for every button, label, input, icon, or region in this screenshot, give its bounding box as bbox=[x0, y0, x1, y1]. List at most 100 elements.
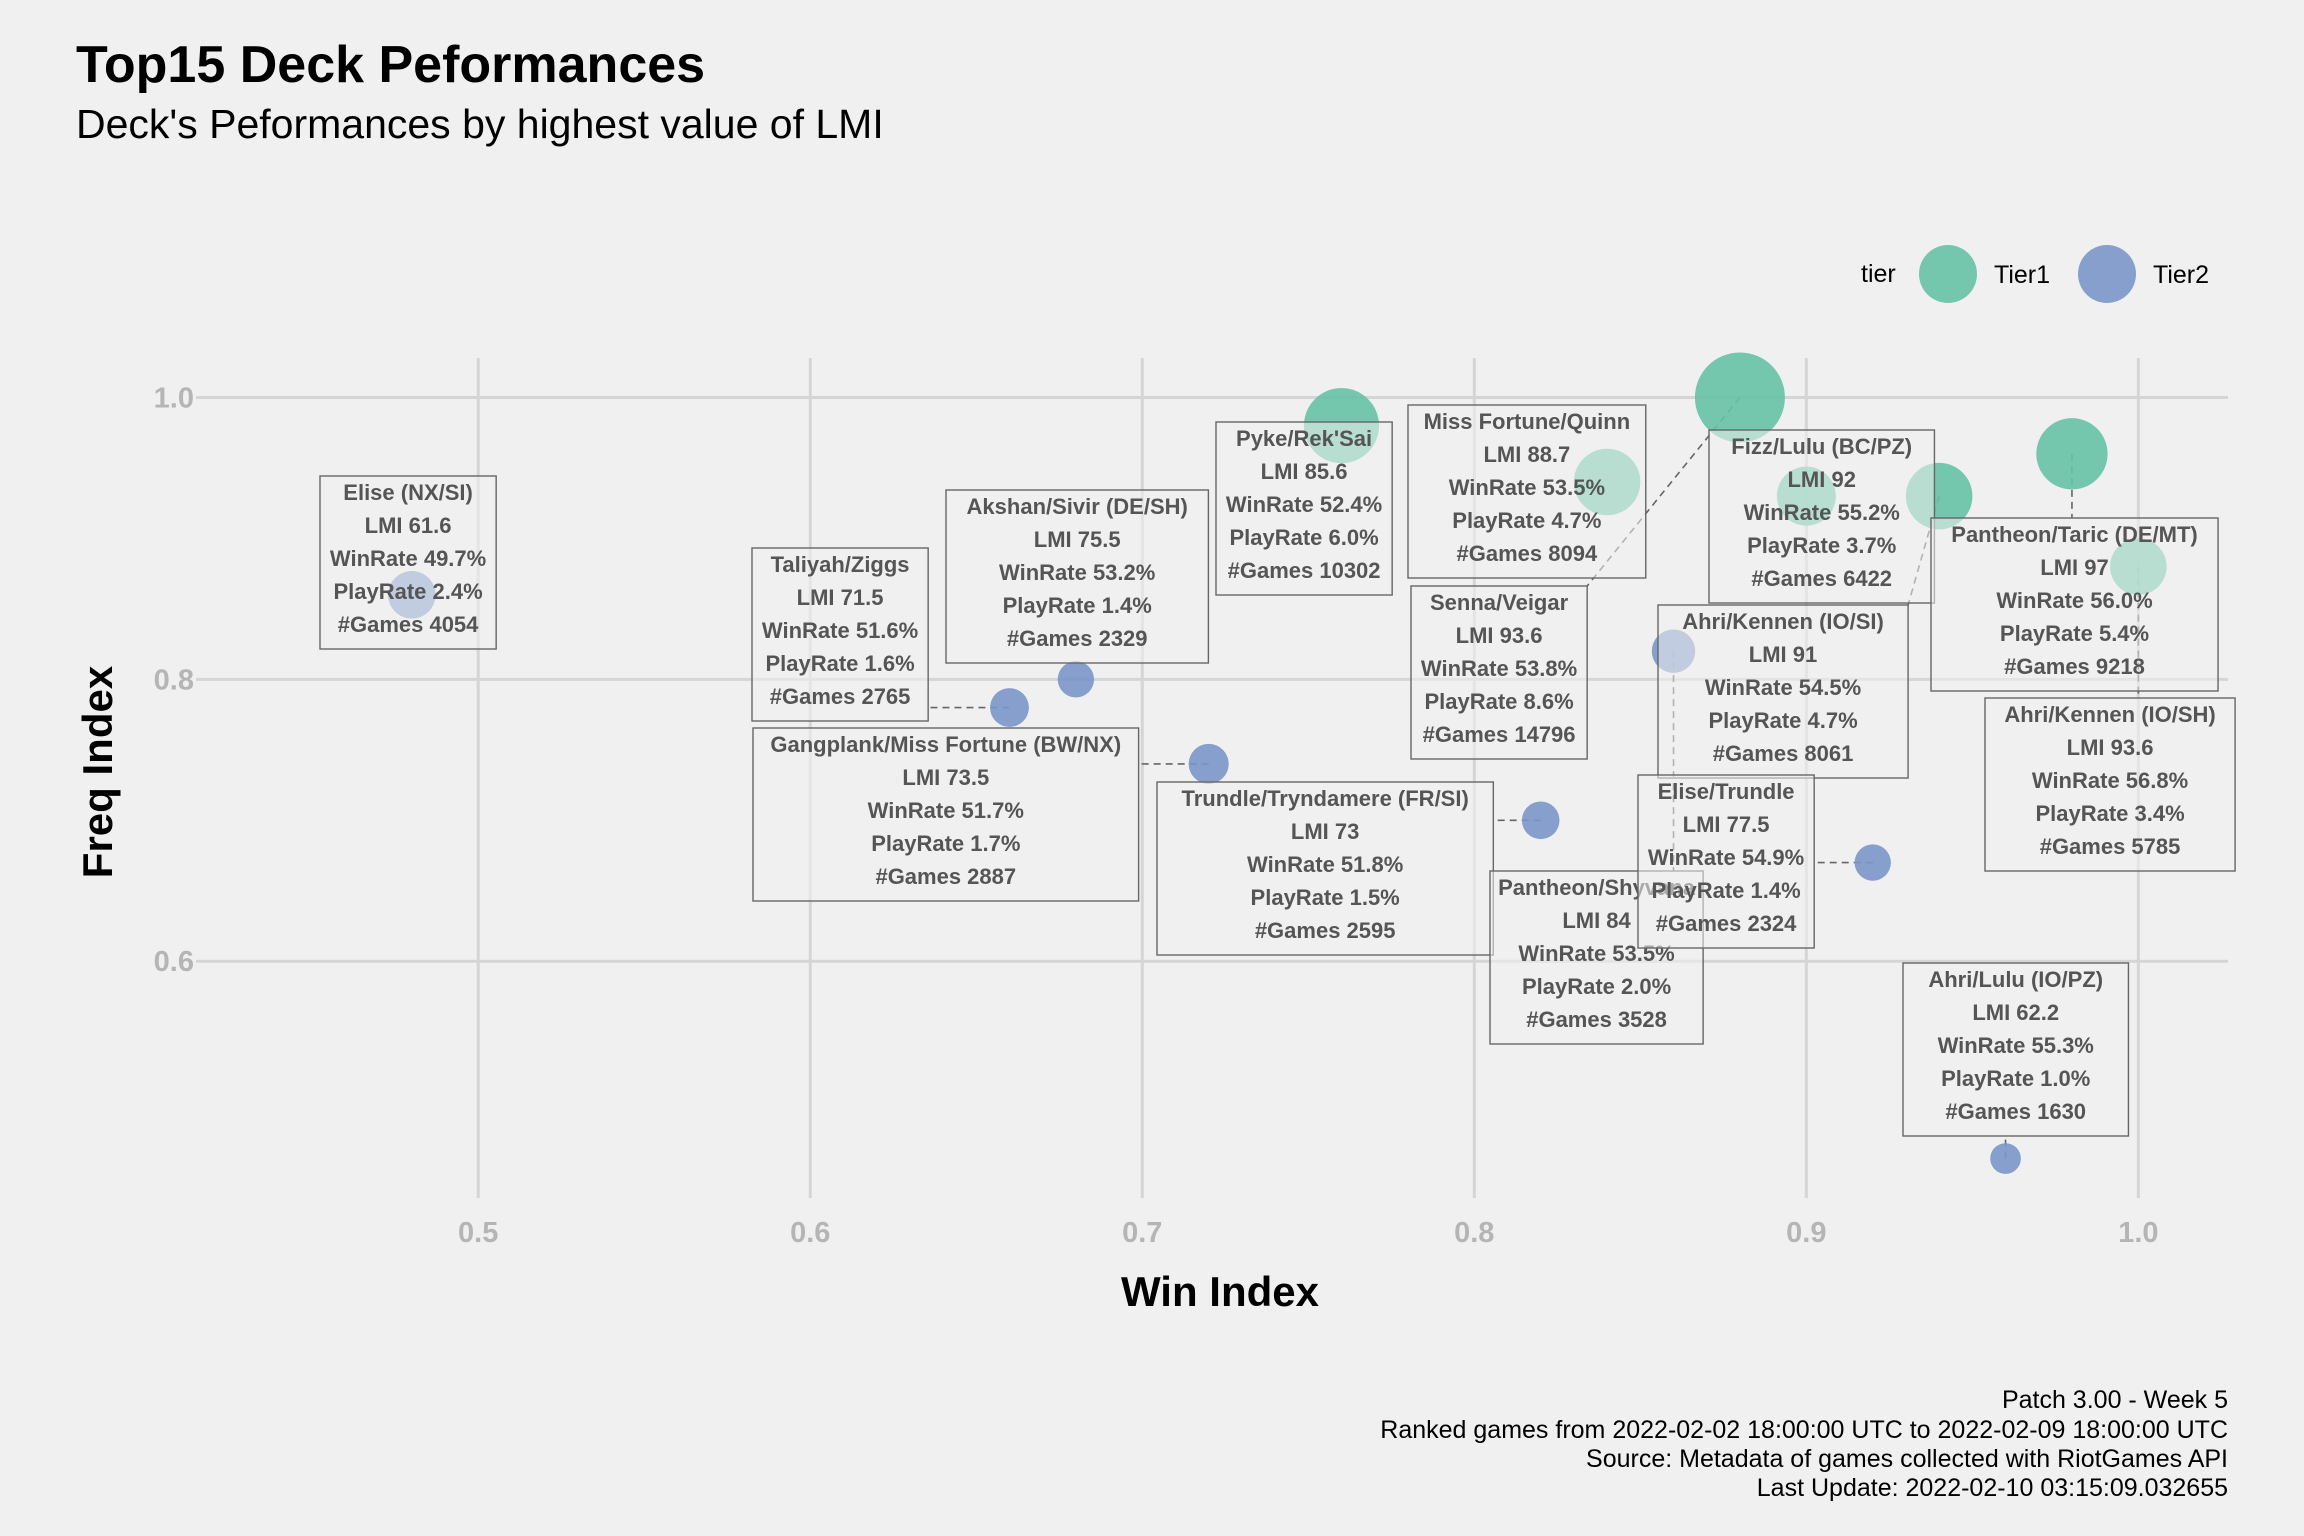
deck-label-line: #Games 3528 bbox=[1526, 1007, 1667, 1032]
chart-subtitle: Deck's Peformances by highest value of L… bbox=[76, 101, 884, 147]
deck-label-line: Miss Fortune/Quinn bbox=[1424, 409, 1631, 434]
deck-label-line: PlayRate 2.0% bbox=[1522, 974, 1671, 999]
deck-label-line: WinRate 54.9% bbox=[1648, 845, 1804, 870]
deck-label-box bbox=[1637, 774, 1815, 949]
deck-point bbox=[1188, 743, 1229, 784]
deck-label-line: Akshan/Sivir (DE/SH) bbox=[967, 494, 1188, 519]
deck-point bbox=[1057, 661, 1095, 698]
deck-label-line: LMI 93.6 bbox=[2067, 735, 2154, 760]
deck-label-line: Elise (NX/SI) bbox=[343, 480, 473, 505]
x-tick-label: 0.8 bbox=[1454, 1217, 1494, 1249]
deck-label-line: LMI 73 bbox=[1291, 819, 1359, 844]
deck-label-line: LMI 97 bbox=[2040, 555, 2108, 580]
deck-label-line: LMI 91 bbox=[1749, 642, 1817, 667]
deck-label-line: #Games 14796 bbox=[1423, 722, 1576, 747]
deck-label-box bbox=[319, 475, 497, 650]
deck-label-line: Ahri/Lulu (IO/PZ) bbox=[1928, 967, 2103, 992]
deck-label-line: LMI 84 bbox=[1562, 908, 1631, 933]
deck-label-line: WinRate 51.7% bbox=[868, 798, 1024, 823]
deck-label-line: #Games 1630 bbox=[1945, 1099, 2086, 1124]
deck-label-line: WinRate 51.6% bbox=[762, 618, 918, 643]
deck-label: Taliyah/Ziggs LMI 71.5 WinRate 51.6% PlayRa… bbox=[751, 547, 929, 722]
deck-label-line: Trundle/Tryndamere (FR/SI) bbox=[1182, 786, 1469, 811]
deck-label-box bbox=[1410, 585, 1588, 760]
deck-label-box bbox=[752, 727, 1140, 902]
deck-label-line: LMI 85.6 bbox=[1261, 459, 1348, 484]
legend-tier1-key bbox=[1919, 245, 1977, 303]
x-axis-title: Win Index bbox=[1121, 1268, 1320, 1315]
deck-label-line: LMI 88.7 bbox=[1483, 442, 1570, 467]
deck-label-line: WinRate 56.8% bbox=[2032, 768, 2188, 793]
deck-point bbox=[990, 688, 1029, 727]
deck-label-line: PlayRate 1.5% bbox=[1251, 885, 1400, 910]
deck-label-line: #Games 4054 bbox=[338, 612, 479, 637]
deck-label-line: #Games 2765 bbox=[770, 684, 911, 709]
deck-label: Gangplank/Miss Fortune (BW/NX) LMI 73.5 Wi… bbox=[752, 727, 1140, 902]
caption-line-3: Source: Metadata of games collected with… bbox=[1586, 1445, 2228, 1473]
deck-label: Pyke/Rek'Sai LMI 85.6 WinRate 52.4% PlayRat… bbox=[1215, 421, 1393, 596]
deck-label: Elise/Trundle LMI 77.5 WinRate 54.9% PlayRa… bbox=[1637, 774, 1815, 949]
legend-tier2-key bbox=[2078, 245, 2136, 303]
legend: tier Tier1 Tier2 bbox=[1861, 245, 2209, 303]
deck-label-line: LMI 73.5 bbox=[902, 765, 989, 790]
x-tick-label: 0.6 bbox=[790, 1217, 830, 1249]
deck-label: Miss Fortune/Quinn LMI 88.7 WinRate 53.5% P… bbox=[1407, 404, 1647, 579]
deck-label-line: WinRate 49.7% bbox=[330, 546, 486, 571]
deck-label-line: WinRate 53.2% bbox=[999, 560, 1155, 585]
deck-label-line: WinRate 55.2% bbox=[1744, 500, 1900, 525]
y-axis-title: Freq Index bbox=[74, 665, 121, 878]
deck-label-box bbox=[1984, 697, 2236, 872]
deck-point bbox=[2036, 418, 2108, 490]
deck-point bbox=[1990, 1143, 2021, 1174]
deck-label-line: Ahri/Kennen (IO/SH) bbox=[2004, 702, 2215, 727]
deck-label-box bbox=[751, 547, 929, 722]
tick-labels: 0.5 0.6 0.7 0.8 0.9 1.0 0.6 0.8 1.0 bbox=[154, 382, 2159, 1249]
data-labels: Elise (NX/SI) LMI 61.6 WinRate 49.7% PlayRa… bbox=[319, 404, 2236, 1137]
deck-label-line: Fizz/Lulu (BC/PZ) bbox=[1731, 434, 1912, 459]
deck-label-line: PlayRate 2.4% bbox=[333, 579, 482, 604]
deck-label-line: PlayRate 1.4% bbox=[1651, 878, 1800, 903]
y-tick-label: 1.0 bbox=[154, 382, 194, 414]
deck-label-line: PlayRate 3.4% bbox=[2035, 801, 2184, 826]
deck-point bbox=[1694, 352, 1785, 443]
deck-label-line: WinRate 54.5% bbox=[1705, 675, 1861, 700]
deck-label: Fizz/Lulu (BC/PZ) LMI 92 WinRate 55.2% Play… bbox=[1708, 429, 1936, 604]
deck-label-line: Taliyah/Ziggs bbox=[771, 552, 910, 577]
deck-label-line: #Games 2595 bbox=[1255, 918, 1396, 943]
x-tick-label: 0.7 bbox=[1122, 1217, 1162, 1249]
caption-line-1: Patch 3.00 - Week 5 bbox=[2002, 1386, 2228, 1414]
deck-label-line: PlayRate 5.4% bbox=[2000, 621, 2149, 646]
deck-label-line: PlayRate 1.6% bbox=[765, 651, 914, 676]
deck-label-box bbox=[945, 489, 1210, 664]
deck-label: Ahri/Kennen (IO/SI) LMI 91 WinRate 54.5% Pl… bbox=[1657, 604, 1909, 779]
deck-label-line: LMI 75.5 bbox=[1034, 527, 1121, 552]
deck-label-line: PlayRate 4.7% bbox=[1708, 708, 1857, 733]
y-tick-label: 0.8 bbox=[154, 664, 194, 696]
deck-label-line: #Games 10302 bbox=[1228, 558, 1381, 583]
deck-point bbox=[1521, 801, 1560, 840]
legend-title: tier bbox=[1861, 260, 1896, 288]
deck-label-line: PlayRate 1.7% bbox=[871, 831, 1020, 856]
deck-label-box bbox=[1708, 429, 1936, 604]
deck-label-line: PlayRate 6.0% bbox=[1229, 525, 1378, 550]
deck-label-line: WinRate 52.4% bbox=[1226, 492, 1382, 517]
deck-label-line: WinRate 51.8% bbox=[1247, 852, 1403, 877]
x-tick-label: 0.9 bbox=[1786, 1217, 1826, 1249]
deck-label: Ahri/Kennen (IO/SH) LMI 93.6 WinRate 56.8%… bbox=[1984, 697, 2236, 872]
deck-label-line: Elise/Trundle bbox=[1658, 779, 1795, 804]
x-tick-label: 1.0 bbox=[2118, 1217, 2158, 1249]
deck-label-line: #Games 9218 bbox=[2004, 654, 2145, 679]
deck-label-line: #Games 2887 bbox=[875, 864, 1016, 889]
deck-label-line: WinRate 53.5% bbox=[1449, 475, 1605, 500]
deck-label-line: WinRate 56.0% bbox=[1996, 588, 2152, 613]
x-tick-label: 0.5 bbox=[458, 1217, 498, 1249]
deck-label-line: Gangplank/Miss Fortune (BW/NX) bbox=[770, 732, 1121, 757]
deck-label-line: WinRate 53.8% bbox=[1421, 656, 1577, 681]
deck-label-line: LMI 93.6 bbox=[1456, 623, 1543, 648]
deck-label: Elise (NX/SI) LMI 61.6 WinRate 49.7% PlayRa… bbox=[319, 475, 497, 650]
deck-label-line: Senna/Veigar bbox=[1430, 590, 1569, 615]
deck-label-line: LMI 61.6 bbox=[365, 513, 452, 538]
caption-line-2: Ranked games from 2022-02-02 18:00:00 UT… bbox=[1380, 1416, 2228, 1444]
chart-title: Top15 Deck Peformances bbox=[76, 36, 705, 94]
